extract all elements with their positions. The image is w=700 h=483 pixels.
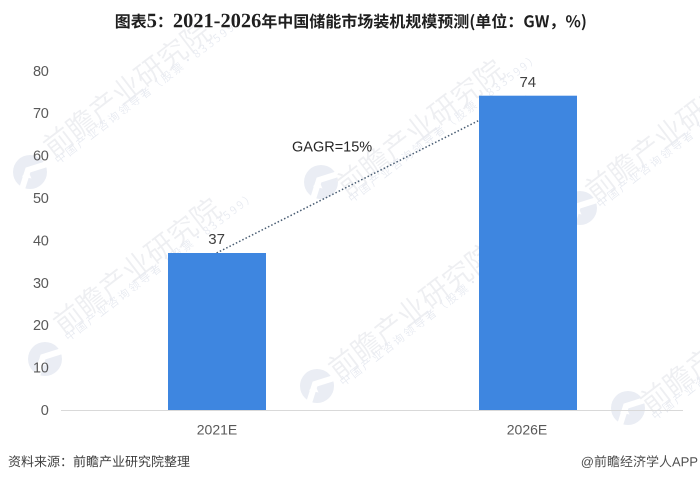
svg-text:50: 50	[33, 191, 49, 207]
svg-text:GAGR=15%: GAGR=15%	[292, 139, 372, 155]
svg-text:2021E: 2021E	[197, 422, 237, 438]
svg-text:70: 70	[33, 106, 49, 122]
svg-text:20: 20	[33, 318, 49, 334]
svg-text:74: 74	[519, 74, 536, 91]
svg-text:2026E: 2026E	[507, 422, 547, 438]
svg-text:10: 10	[33, 361, 49, 377]
svg-text:60: 60	[33, 149, 49, 165]
svg-text:80: 80	[33, 64, 49, 80]
svg-text:37: 37	[208, 231, 225, 248]
svg-text:0: 0	[41, 403, 49, 419]
svg-text:30: 30	[33, 276, 49, 292]
svg-text:40: 40	[33, 233, 49, 249]
